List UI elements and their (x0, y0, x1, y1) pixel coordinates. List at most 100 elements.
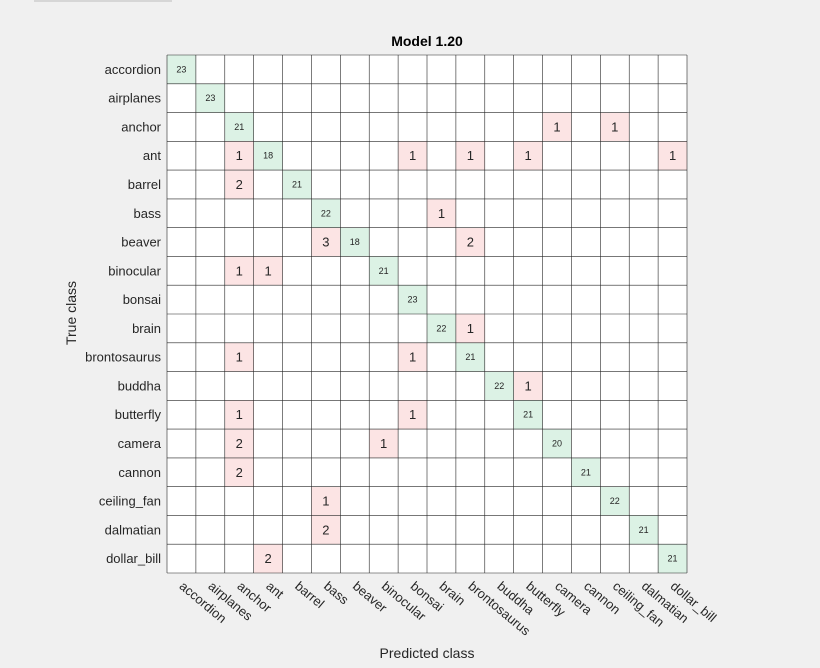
y-tick-label: ceiling_fan (99, 494, 161, 509)
y-tick-label: brain (132, 321, 161, 336)
y-tick-label: anchor (121, 119, 161, 134)
misclassified-cell (311, 486, 341, 516)
cell-value: 2 (236, 177, 243, 192)
misclassified-cell (455, 141, 485, 171)
misclassified-cell (398, 141, 427, 171)
misclassified-cell (398, 342, 427, 372)
correct-cell (369, 256, 399, 286)
misclassified-cell (455, 227, 485, 257)
y-tick-label: bonsai (123, 292, 161, 307)
cell-value: 2 (322, 522, 329, 537)
cell-value: 1 (669, 148, 676, 163)
correct-cell (224, 112, 254, 142)
cell-value: 1 (524, 148, 531, 163)
misclassified-cell (369, 429, 399, 458)
matrix-grid (166, 54, 688, 574)
misclassified-cell (311, 227, 341, 257)
cell-value: 1 (236, 263, 243, 278)
cell-value: 18 (263, 151, 273, 161)
correct-cell (455, 342, 485, 372)
misclassified-cell (253, 256, 283, 286)
cell-value: 3 (322, 235, 329, 250)
cell-value: 23 (176, 64, 186, 74)
misclassified-cell (224, 170, 254, 199)
misclassified-cell (600, 112, 630, 142)
cell-value: 1 (611, 119, 618, 134)
misclassified-cell (253, 544, 283, 573)
y-tick-label: binocular (108, 263, 161, 278)
misclassified-cell (658, 141, 687, 171)
correct-cell (282, 170, 312, 199)
correct-cell (571, 457, 601, 487)
cell-value: 1 (467, 148, 474, 163)
correct-cell (398, 285, 427, 314)
cell-value: 21 (292, 180, 302, 190)
cell-value: 1 (264, 263, 271, 278)
correct-cell (600, 486, 630, 516)
cell-value: 21 (581, 467, 591, 477)
y-tick-label: brontosaurus (85, 350, 161, 365)
correct-cell (484, 371, 514, 401)
y-tick-label: beaver (121, 235, 161, 250)
correct-cell (311, 198, 341, 228)
y-tick-label: butterfly (115, 407, 162, 422)
cell-value: 23 (205, 93, 215, 103)
cell-value: 1 (467, 321, 474, 336)
cell-value: 22 (610, 496, 620, 506)
x-tick-label: barrel (292, 578, 327, 611)
y-tick-label: ant (143, 148, 161, 163)
cell-value: 2 (264, 551, 271, 566)
misclassified-cell (427, 198, 456, 228)
cell-value: 22 (321, 208, 331, 218)
correct-cell (340, 227, 370, 257)
misclassified-cell (224, 342, 254, 372)
cell-value: 1 (236, 148, 243, 163)
cell-value: 18 (350, 237, 360, 247)
y-tick-label: accordion (105, 62, 161, 77)
cell-value: 2 (236, 436, 243, 451)
cell-value: 23 (408, 295, 418, 305)
cell-value: 20 (552, 439, 562, 449)
cell-value: 1 (236, 350, 243, 365)
y-tick-label: bass (134, 206, 162, 221)
correct-cell (195, 83, 225, 113)
y-tick-label: cannon (118, 465, 161, 480)
correct-cell (253, 141, 283, 171)
misclassified-cell (311, 515, 341, 545)
misclassified-cell (542, 112, 572, 142)
misclassified-cell (224, 141, 254, 171)
misclassified-cell (224, 256, 254, 286)
cell-value: 1 (380, 436, 387, 451)
correct-cell (167, 55, 196, 84)
x-axis-label: Predicted class (380, 645, 475, 661)
correct-cell (658, 544, 687, 573)
cell-value: 1 (438, 206, 445, 221)
y-tick-label: dalmatian (105, 522, 161, 537)
cell-value: 21 (639, 525, 649, 535)
misclassified-cell (398, 400, 427, 430)
misclassified-cell (513, 371, 543, 401)
chart-title: Model 1.20 (391, 33, 463, 49)
cell-value: 2 (236, 465, 243, 480)
misclassified-cell (513, 141, 543, 171)
misclassified-cell (224, 429, 254, 458)
y-tick-label: airplanes (108, 91, 161, 106)
y-tick-label: camera (118, 436, 162, 451)
cell-value: 1 (553, 119, 560, 134)
correct-cell (542, 429, 572, 458)
cell-value: 22 (494, 381, 504, 391)
cell-value: 1 (409, 350, 416, 365)
cell-value: 21 (668, 554, 678, 564)
window-tab-strip (34, 0, 172, 2)
correct-cell (427, 314, 456, 343)
cell-value: 22 (436, 323, 446, 333)
y-tick-label: dollar_bill (106, 551, 161, 566)
y-tick-label: buddha (118, 378, 162, 393)
cell-value: 21 (523, 410, 533, 420)
cell-value: 1 (409, 148, 416, 163)
misclassified-cell (224, 400, 254, 430)
x-tick-label: bass (321, 578, 352, 607)
y-tick-label: barrel (128, 177, 161, 192)
